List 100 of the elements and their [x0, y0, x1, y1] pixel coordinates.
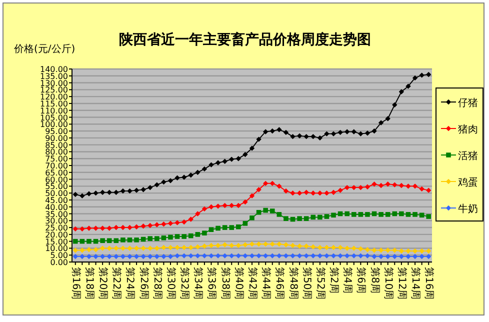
point	[426, 248, 432, 254]
point	[168, 220, 174, 226]
point	[412, 212, 418, 217]
point	[242, 242, 248, 248]
point	[134, 238, 139, 242]
point	[236, 156, 242, 162]
point	[385, 248, 390, 253]
point	[236, 202, 242, 208]
point	[222, 253, 228, 258]
point	[100, 238, 105, 244]
point	[358, 246, 364, 252]
point	[188, 244, 194, 250]
point	[188, 233, 194, 238]
x-tick-label: 第28周	[151, 267, 164, 300]
x-tick-label: 第8周	[368, 267, 381, 294]
x-tick-label: 第18周	[83, 267, 96, 300]
y-tick-label: 30.00	[45, 216, 68, 226]
point	[182, 234, 186, 239]
y-tick-label: 0.00	[50, 258, 68, 267]
point	[364, 130, 370, 136]
point	[262, 253, 268, 258]
point	[296, 133, 302, 138]
point	[276, 127, 282, 132]
point	[222, 225, 228, 230]
point	[412, 184, 418, 189]
point	[283, 188, 289, 194]
point	[378, 120, 384, 126]
x-tick-label: 第12周	[396, 267, 408, 300]
point	[174, 253, 180, 258]
point	[202, 230, 207, 236]
y-tick-label: 110.00	[40, 106, 68, 116]
y-tick-label: 25.00	[45, 224, 68, 233]
point	[324, 244, 330, 250]
x-tick-label: 第52周	[314, 267, 326, 300]
point	[154, 222, 160, 228]
x-tick-label: 第16周	[423, 267, 436, 300]
point	[127, 246, 132, 251]
point	[202, 166, 208, 172]
point	[168, 178, 174, 184]
chart-title: 陕西省近一年主要畜产品价格周度走势图	[119, 31, 371, 48]
point	[229, 156, 234, 162]
point	[106, 226, 112, 231]
x-tick-label: 第32周	[178, 267, 191, 300]
point	[310, 214, 316, 220]
point	[236, 253, 242, 258]
point	[181, 219, 187, 225]
point	[174, 234, 180, 239]
point	[392, 102, 398, 108]
point	[93, 254, 98, 260]
point	[426, 254, 432, 260]
point	[222, 202, 228, 208]
point	[276, 212, 282, 217]
point	[72, 192, 78, 198]
point	[330, 190, 336, 195]
point	[426, 214, 432, 219]
point	[419, 254, 424, 260]
point	[406, 212, 411, 217]
point	[283, 130, 289, 136]
point	[256, 241, 262, 247]
point	[385, 212, 390, 217]
point	[72, 254, 78, 260]
point	[208, 242, 214, 248]
y-tick-label: 75.00	[45, 154, 68, 164]
point	[270, 128, 275, 134]
point	[208, 253, 214, 258]
point	[229, 253, 234, 258]
point	[188, 216, 194, 222]
point	[270, 241, 275, 247]
point	[351, 253, 356, 258]
point	[317, 190, 323, 196]
point	[195, 253, 200, 258]
y-tick-label: 140.00	[40, 65, 68, 74]
point	[242, 199, 248, 205]
point	[426, 72, 432, 78]
point	[249, 253, 255, 258]
point	[236, 224, 241, 230]
point	[93, 226, 98, 231]
point	[262, 241, 268, 247]
point	[372, 128, 377, 134]
point	[202, 244, 208, 249]
point	[229, 242, 234, 248]
point	[114, 238, 119, 244]
point	[114, 224, 119, 230]
point	[324, 190, 330, 196]
point	[324, 214, 330, 219]
point	[242, 221, 248, 226]
point	[276, 253, 282, 258]
y-tick-label: 85.00	[45, 140, 68, 150]
point	[392, 182, 398, 188]
point	[385, 182, 390, 187]
point	[284, 216, 288, 221]
point	[399, 211, 404, 216]
point	[140, 254, 146, 260]
point	[392, 254, 398, 260]
y-tick-label: 40.00	[45, 202, 68, 212]
point	[351, 212, 356, 217]
y-tick-label: 125.00	[40, 86, 68, 95]
point	[310, 253, 316, 258]
point	[419, 248, 424, 254]
point	[256, 136, 262, 142]
